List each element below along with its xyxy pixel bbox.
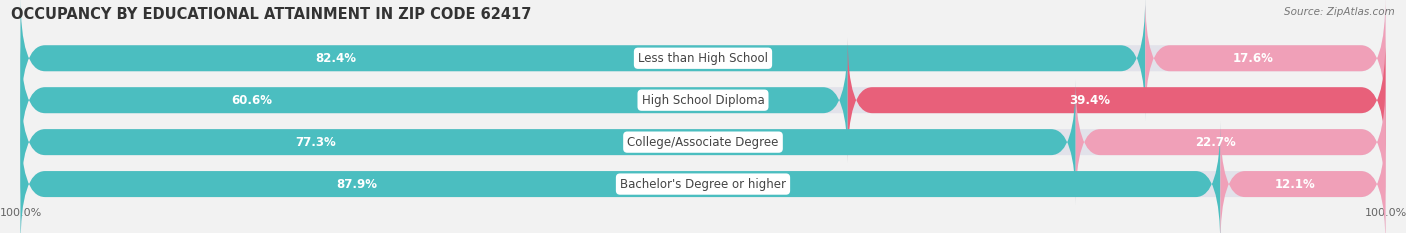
FancyBboxPatch shape bbox=[21, 38, 1385, 163]
Text: High School Diploma: High School Diploma bbox=[641, 94, 765, 107]
FancyBboxPatch shape bbox=[21, 80, 1076, 205]
FancyBboxPatch shape bbox=[1146, 0, 1385, 121]
FancyBboxPatch shape bbox=[848, 38, 1385, 163]
Text: 12.1%: 12.1% bbox=[1274, 178, 1315, 191]
Text: 77.3%: 77.3% bbox=[295, 136, 336, 149]
FancyBboxPatch shape bbox=[21, 0, 1385, 121]
Text: College/Associate Degree: College/Associate Degree bbox=[627, 136, 779, 149]
FancyBboxPatch shape bbox=[21, 80, 1385, 205]
Text: 39.4%: 39.4% bbox=[1069, 94, 1111, 107]
Text: Less than High School: Less than High School bbox=[638, 52, 768, 65]
Text: OCCUPANCY BY EDUCATIONAL ATTAINMENT IN ZIP CODE 62417: OCCUPANCY BY EDUCATIONAL ATTAINMENT IN Z… bbox=[11, 7, 531, 22]
FancyBboxPatch shape bbox=[1076, 80, 1385, 205]
Text: Source: ZipAtlas.com: Source: ZipAtlas.com bbox=[1284, 7, 1395, 17]
Text: 60.6%: 60.6% bbox=[232, 94, 273, 107]
FancyBboxPatch shape bbox=[21, 122, 1385, 233]
FancyBboxPatch shape bbox=[21, 122, 1220, 233]
FancyBboxPatch shape bbox=[21, 0, 1146, 121]
FancyBboxPatch shape bbox=[21, 38, 848, 163]
Text: 22.7%: 22.7% bbox=[1195, 136, 1236, 149]
Text: 82.4%: 82.4% bbox=[315, 52, 356, 65]
Text: 17.6%: 17.6% bbox=[1233, 52, 1274, 65]
FancyBboxPatch shape bbox=[1220, 122, 1385, 233]
Text: Bachelor's Degree or higher: Bachelor's Degree or higher bbox=[620, 178, 786, 191]
Text: 87.9%: 87.9% bbox=[336, 178, 377, 191]
